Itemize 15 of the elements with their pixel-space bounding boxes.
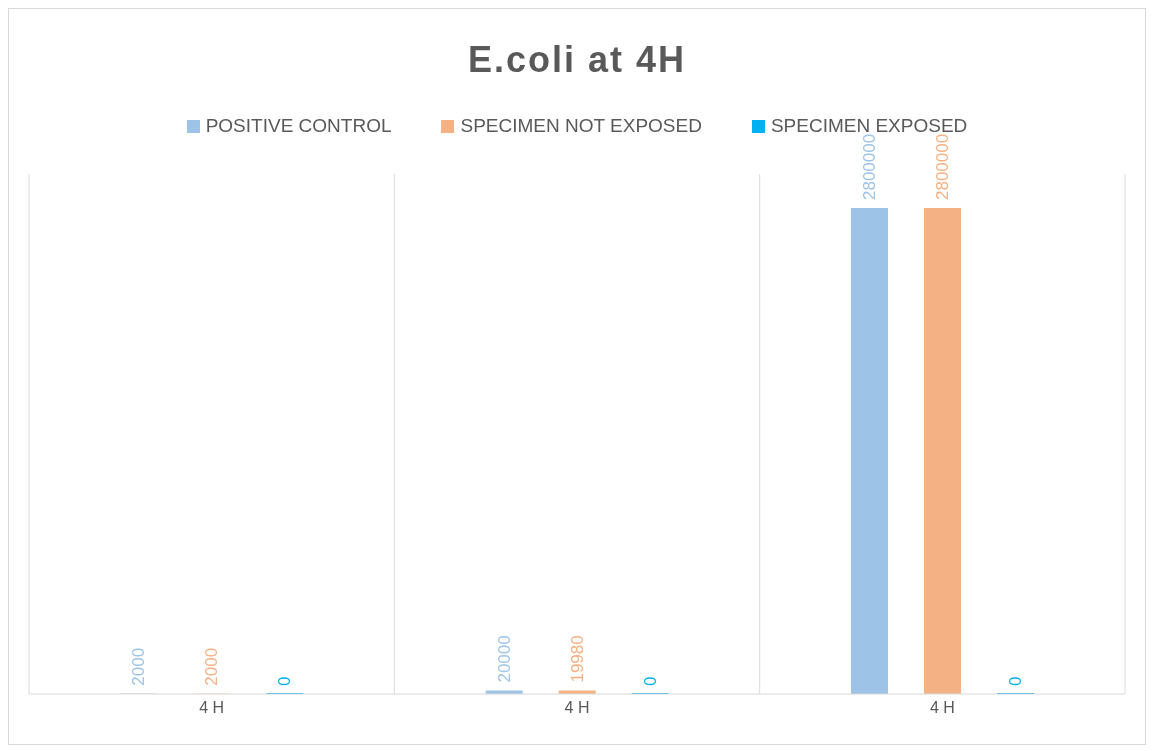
data-label: 20000 — [494, 635, 514, 683]
data-label: 0 — [640, 676, 660, 686]
data-label: 0 — [1006, 676, 1025, 686]
legend-label: SPECIMEN NOT EXPOSED — [459, 115, 702, 137]
legend-label: POSITIVE CONTROL — [204, 115, 392, 137]
data-label: 2000 — [129, 647, 149, 686]
data-label: 2800000 — [860, 133, 879, 201]
x-tick-label: 4 H — [199, 699, 225, 717]
x-tick-label: 4 H — [564, 699, 590, 717]
data-label: 2000 — [202, 647, 222, 686]
x-tick-label: 4 H — [929, 699, 955, 717]
chart-title: E.coli at 4H — [466, 39, 688, 81]
data-label: 2800000 — [933, 133, 952, 201]
data-label: 0 — [275, 676, 295, 686]
data-label: 19980 — [567, 635, 587, 683]
